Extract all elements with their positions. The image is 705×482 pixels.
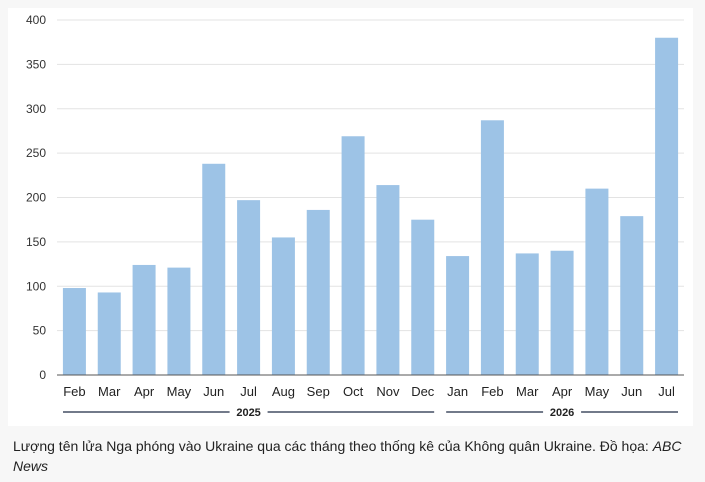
bar <box>411 219 435 375</box>
bar <box>167 267 191 375</box>
bar-chart: 0 50 100 150 200 250 300 350 400 Feb Mar Apr May Jun J… <box>26 13 684 419</box>
bar <box>132 264 156 375</box>
x-tick-label: Feb <box>481 384 503 399</box>
bar <box>62 288 86 375</box>
bar <box>237 200 261 375</box>
x-tick-label: Apr <box>552 384 573 399</box>
bar <box>655 37 679 375</box>
year-group-label: 2026 <box>550 407 574 419</box>
x-tick-label: Sep <box>307 384 330 399</box>
bar <box>480 120 504 375</box>
bar <box>515 253 539 375</box>
bar <box>271 237 295 375</box>
caption-text: Lượng tên lửa Nga phóng vào Ukraine qua … <box>13 438 653 454</box>
x-tick-label: Jul <box>658 384 675 399</box>
y-tick-label: 0 <box>39 368 46 382</box>
caption: Lượng tên lửa Nga phóng vào Ukraine qua … <box>13 436 693 476</box>
x-tick-label: Jul <box>240 384 257 399</box>
bar <box>202 163 226 375</box>
x-tick-label: Jun <box>621 384 642 399</box>
caption-credit: ABC News <box>13 438 682 474</box>
bar <box>97 292 121 375</box>
x-tick-label: Jan <box>447 384 468 399</box>
bar <box>341 136 365 375</box>
x-tick-label: Jun <box>203 384 224 399</box>
x-tick-label: Mar <box>516 384 539 399</box>
x-tick-label: May <box>167 384 192 399</box>
bar <box>376 185 400 375</box>
chart-panel: 0 50 100 150 200 250 300 350 400 Feb Mar Apr May Jun J… <box>8 8 693 426</box>
bar <box>550 250 574 375</box>
year-group-label: 2025 <box>236 407 260 419</box>
y-tick-label: 50 <box>33 324 47 338</box>
y-tick-label: 400 <box>26 13 46 27</box>
y-tick-label: 350 <box>26 57 46 71</box>
y-tick-label: 250 <box>26 146 46 160</box>
x-tick-label: Nov <box>376 384 400 399</box>
y-tick-label: 100 <box>26 279 46 293</box>
bar <box>306 209 330 375</box>
bar <box>585 188 609 375</box>
y-tick-label: 200 <box>26 191 46 205</box>
bar <box>446 256 470 375</box>
y-tick-label: 300 <box>26 102 46 116</box>
x-tick-label: Aug <box>272 384 295 399</box>
y-tick-label: 150 <box>26 235 46 249</box>
x-tick-label: Apr <box>134 384 155 399</box>
x-tick-label: Dec <box>411 384 435 399</box>
x-tick-label: Oct <box>343 384 364 399</box>
x-tick-label: May <box>585 384 610 399</box>
x-tick-label: Mar <box>98 384 121 399</box>
x-tick-label: Feb <box>63 384 85 399</box>
bar <box>620 216 644 375</box>
